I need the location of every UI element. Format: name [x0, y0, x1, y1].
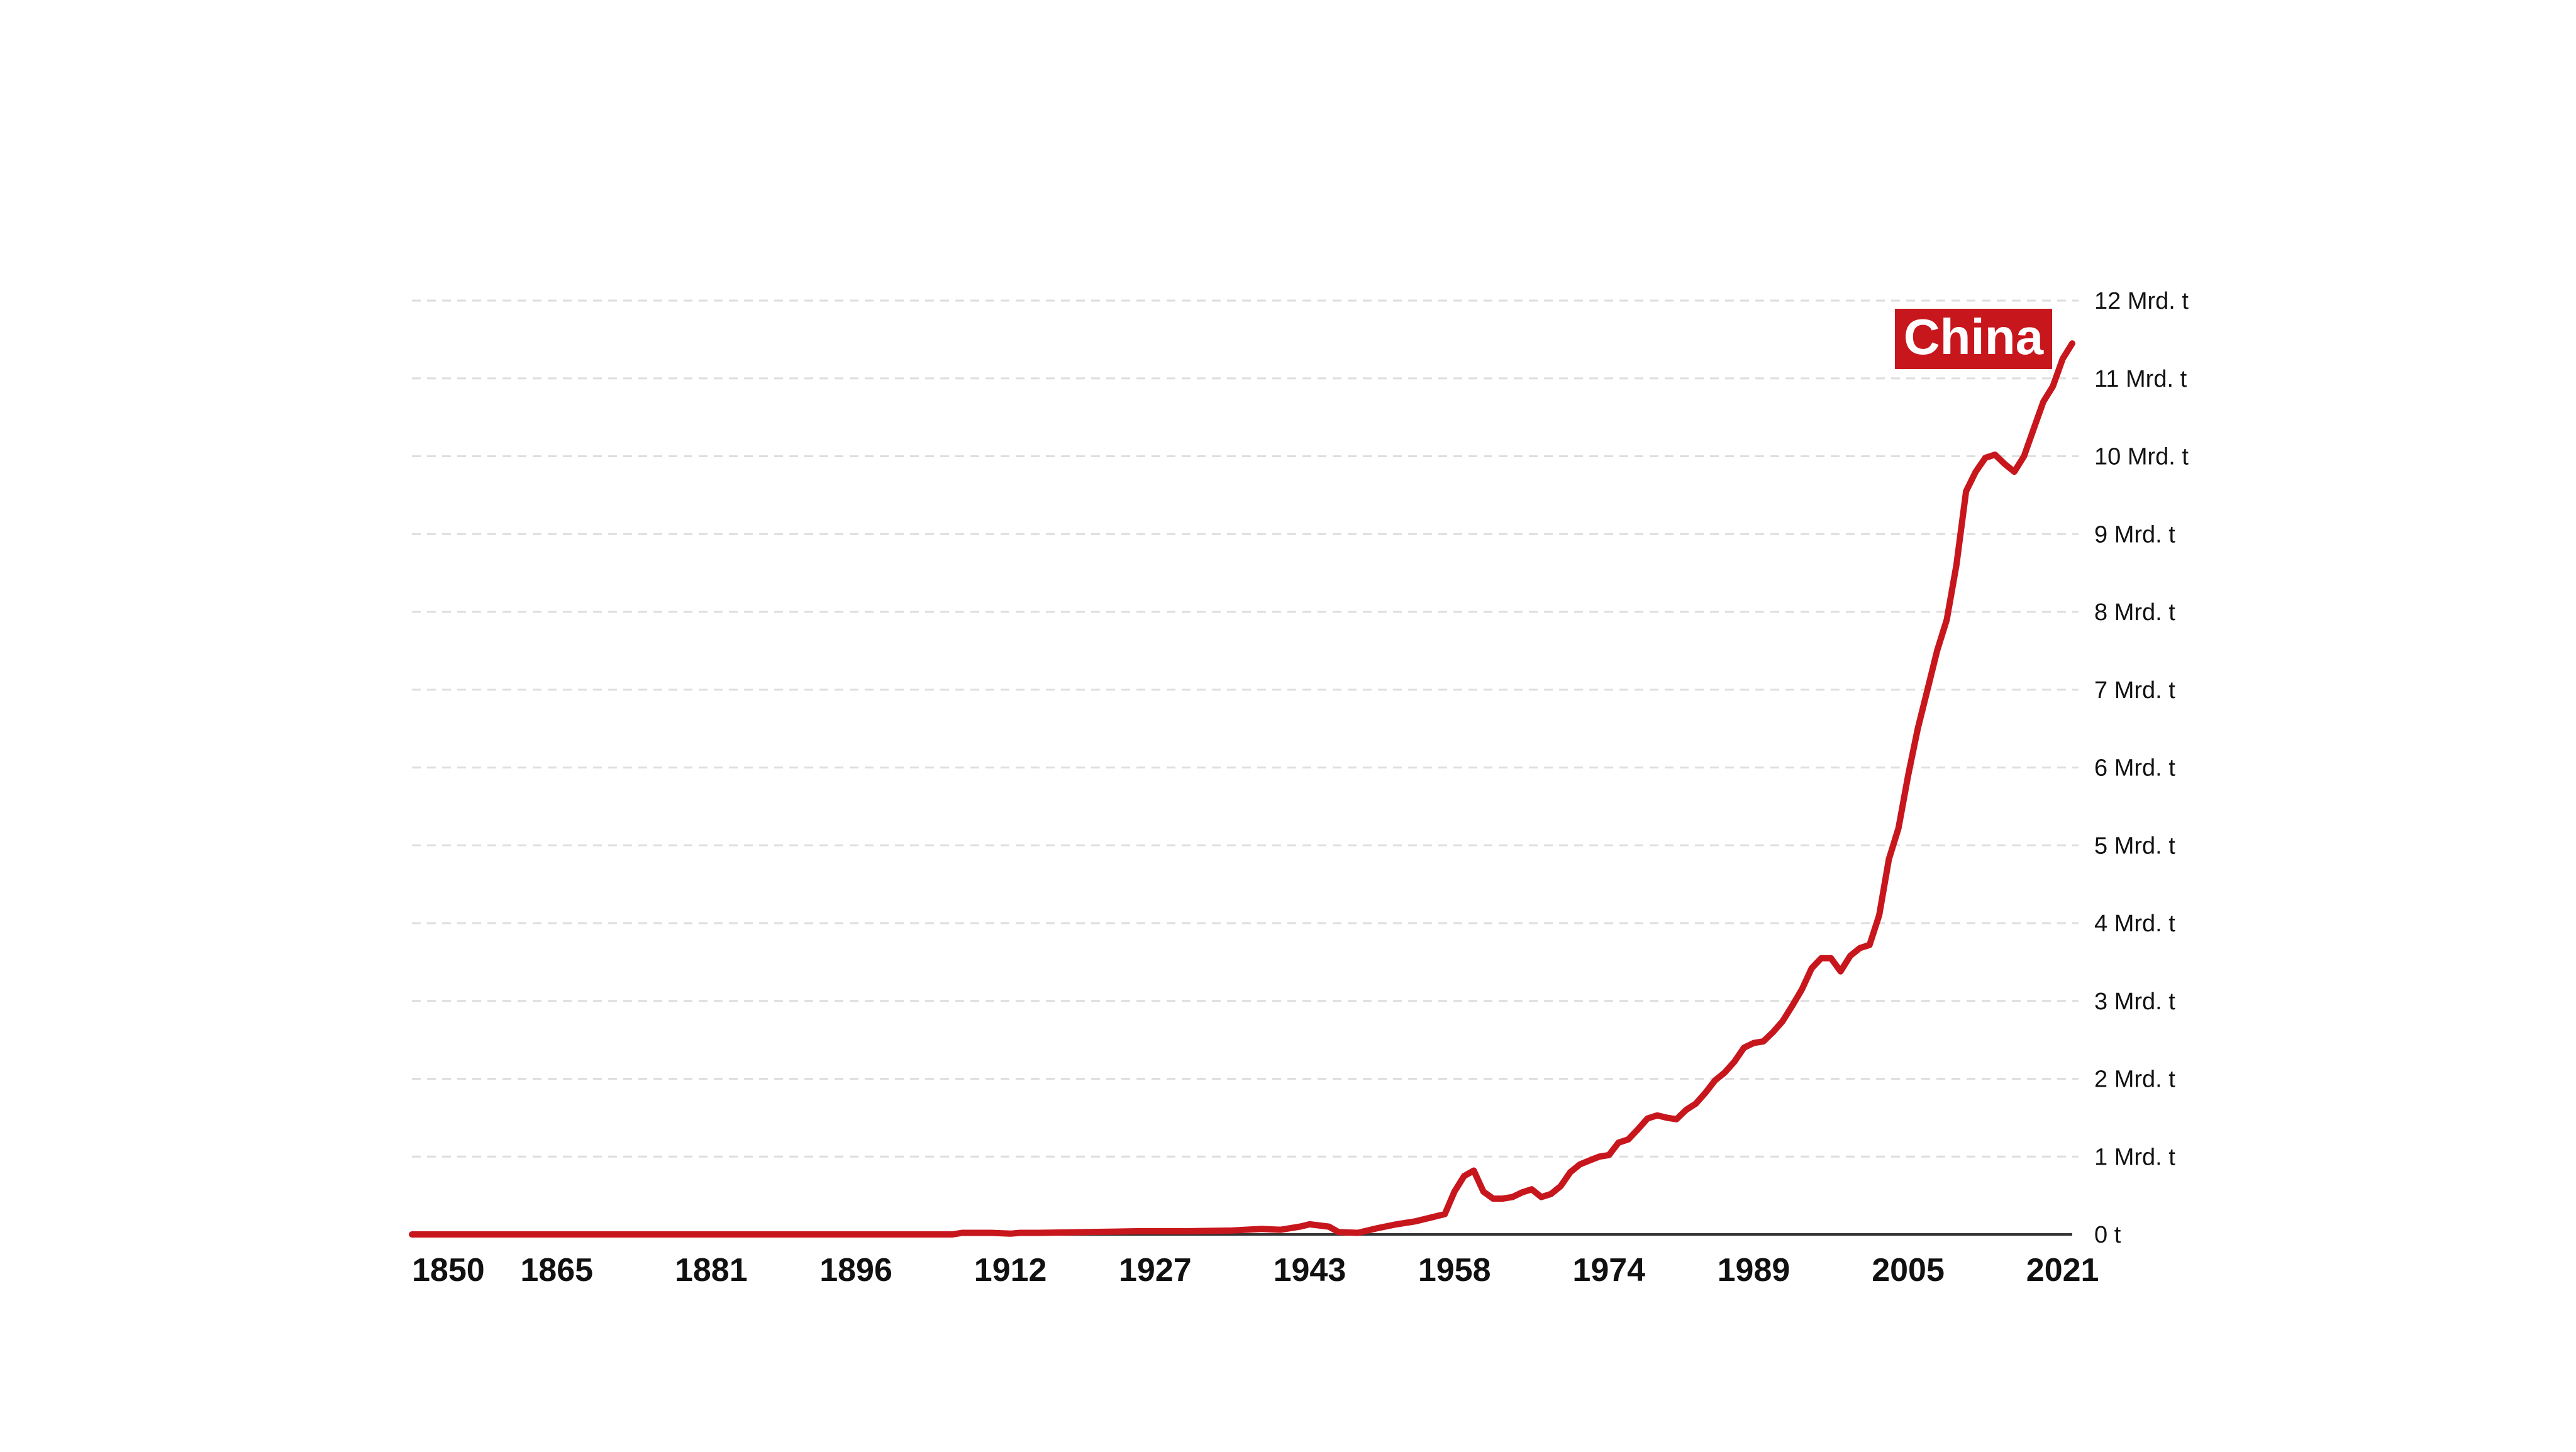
x-tick-label: 1943	[1274, 1252, 1346, 1289]
series-layer	[409, 340, 2075, 1238]
y-tick-label: 3 Mrd. t	[2094, 989, 2175, 1015]
x-tick-label: 1865	[520, 1252, 593, 1289]
x-axis-tick-labels: 1850 1865 1881 1896 1912 1927 1943 1958 1974 1989…	[412, 1252, 2099, 1289]
x-tick-label: 2021	[2026, 1252, 2099, 1289]
x-tick-label: 1896	[819, 1252, 892, 1289]
x-tick-label: 1881	[675, 1252, 748, 1289]
series-line-0	[409, 340, 2075, 1238]
x-tick-label: 2005	[1872, 1252, 1945, 1289]
y-tick-label: 0 t	[2094, 1222, 2121, 1248]
x-tick-label: 1912	[974, 1252, 1047, 1289]
x-tick-label: 1974	[1572, 1252, 1645, 1289]
x-tick-label: 1850	[412, 1252, 485, 1289]
x-tick-label: 1927	[1119, 1252, 1192, 1289]
y-tick-label: 11 Mrd. t	[2094, 366, 2187, 392]
y-tick-label: 12 Mrd. t	[2094, 288, 2189, 314]
y-tick-label: 5 Mrd. t	[2094, 833, 2175, 859]
x-tick-label: 1989	[1718, 1252, 1790, 1289]
grid-lines	[412, 299, 2079, 1158]
series-label: China	[1904, 309, 2044, 365]
y-tick-label: 8 Mrd. t	[2094, 599, 2175, 626]
y-tick-label: 1 Mrd. t	[2094, 1144, 2175, 1170]
x-tick-label: 1958	[1418, 1252, 1491, 1289]
y-axis-tick-labels: 0 t 1 Mrd. t 2 Mrd. t 3 Mrd. t 4 Mrd. t 5 Mrd…	[2094, 288, 2189, 1248]
series-label-layer: China	[1895, 309, 2052, 369]
y-tick-label: 2 Mrd. t	[2094, 1067, 2175, 1093]
y-tick-label: 10 Mrd. t	[2094, 444, 2189, 470]
series-label-box	[1895, 309, 2052, 369]
y-tick-label: 9 Mrd. t	[2094, 521, 2175, 548]
y-tick-label: 4 Mrd. t	[2094, 911, 2175, 937]
y-tick-label: 7 Mrd. t	[2094, 677, 2175, 704]
y-tick-label: 6 Mrd. t	[2094, 755, 2175, 782]
